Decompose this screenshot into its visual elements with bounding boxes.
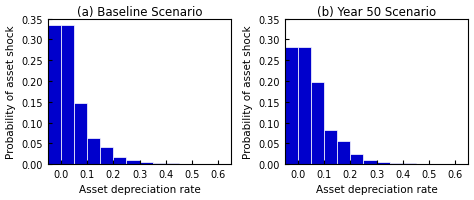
Bar: [74, 103, 87, 164]
Bar: [113, 158, 127, 164]
Bar: [87, 139, 100, 164]
Bar: [350, 154, 364, 164]
Bar: [364, 160, 376, 164]
Bar: [298, 47, 311, 164]
Bar: [376, 162, 390, 164]
Title: (a) Baseline Scenario: (a) Baseline Scenario: [77, 6, 202, 18]
Bar: [139, 163, 153, 164]
X-axis label: Asset depreciation rate: Asset depreciation rate: [316, 185, 438, 194]
Bar: [61, 26, 74, 164]
Y-axis label: Probability of asset shock: Probability of asset shock: [6, 25, 16, 158]
Bar: [47, 26, 61, 164]
Bar: [153, 163, 166, 164]
Bar: [403, 163, 416, 164]
Title: (b) Year 50 Scenario: (b) Year 50 Scenario: [317, 6, 436, 18]
Bar: [324, 130, 337, 164]
X-axis label: Asset depreciation rate: Asset depreciation rate: [79, 185, 201, 194]
Bar: [390, 163, 403, 164]
Bar: [337, 141, 350, 164]
Bar: [100, 148, 113, 164]
Y-axis label: Probability of asset shock: Probability of asset shock: [243, 25, 253, 158]
Bar: [284, 47, 298, 164]
Bar: [127, 160, 139, 164]
Bar: [166, 163, 179, 164]
Bar: [311, 82, 324, 164]
